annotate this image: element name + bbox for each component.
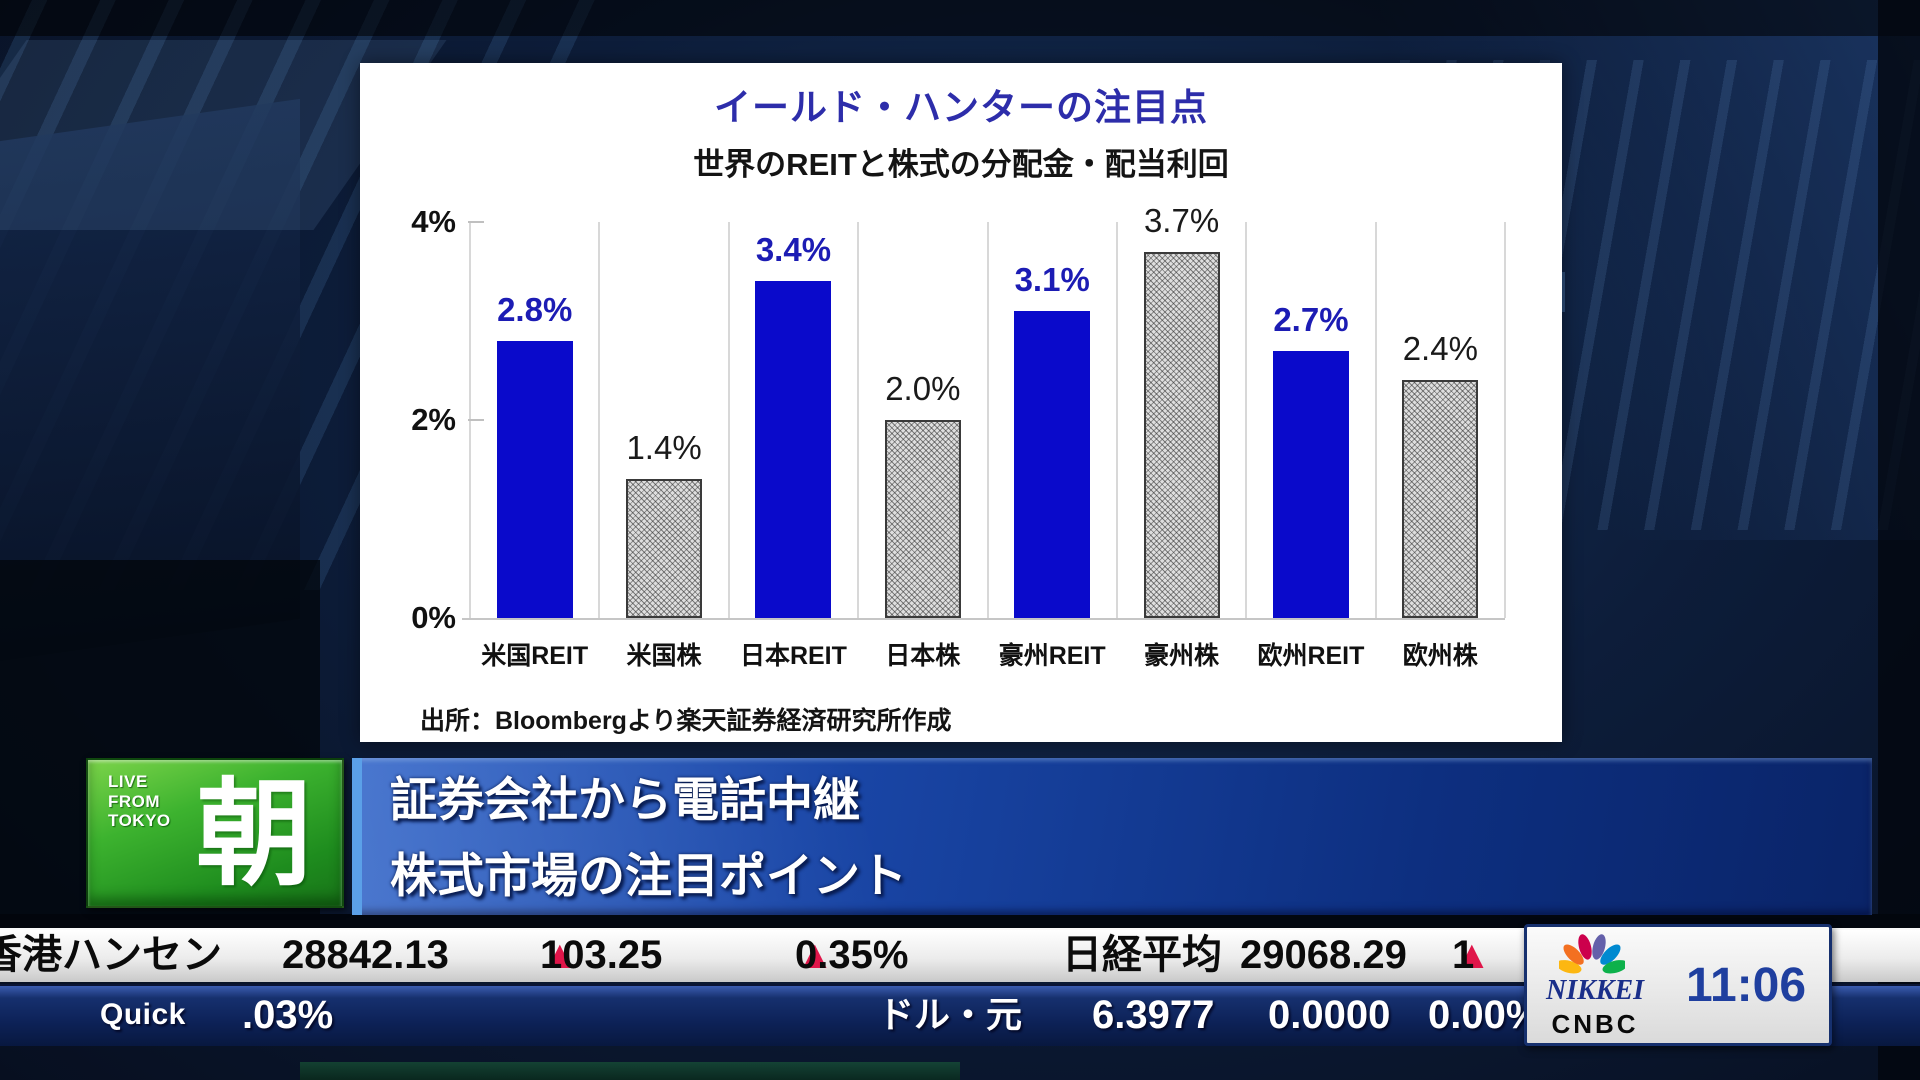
live-word: FROM [108, 791, 161, 811]
bar-value-label: 1.4% [626, 429, 702, 467]
fx-change: 0.0000 [1268, 993, 1391, 1037]
network-name-nikkei: NIKKEI [1545, 975, 1645, 1006]
station-bug: NIKKEI CNBC 11:06 [1524, 924, 1832, 1046]
background-shape [300, 1062, 960, 1080]
bar-value-label: 3.7% [1143, 201, 1220, 239]
chart-panel: イールド・ハンターの注目点 世界のREITと株式の分配金・配当利回 4% 2% … [360, 63, 1562, 742]
category-label: 日本株 [885, 642, 961, 670]
y-tick-mark [468, 221, 484, 223]
change-value: 103.25 [540, 933, 663, 977]
x-axis-line [462, 618, 1505, 620]
chart-title: イールド・ハンターの注目点 [714, 87, 1208, 128]
category-label: 欧州株 [1402, 642, 1478, 670]
bar-value-label: 3.4% [755, 231, 832, 269]
up-arrow-icon: ▲ [540, 933, 580, 977]
network-name-cnbc: CNBC [1551, 1009, 1639, 1039]
category-label: 欧州REIT [1257, 642, 1365, 670]
plot-area: 2.8% 1.4% 3.4% 2.0% 3.1% 3.7% 2.7% 2.4% [462, 202, 1506, 620]
chart-bar [1143, 251, 1220, 618]
y-tick-label: 0% [411, 600, 456, 635]
nbc-peacock-icon [1559, 934, 1625, 974]
index-price-hang-seng: 28842.13 [282, 933, 449, 977]
quick-logo: Quick [100, 998, 186, 1031]
category-separator [1374, 222, 1377, 618]
bar-value-label: 2.0% [885, 370, 961, 407]
fx-price: 6.3977 [1092, 993, 1215, 1037]
category-label: 米国株 [626, 642, 702, 670]
background-shape [0, 98, 300, 662]
category-separator [598, 222, 601, 618]
category-separator [727, 222, 730, 618]
program-kanji: 朝 [196, 769, 312, 899]
banner-sheen [352, 758, 1872, 915]
category-separator [857, 222, 860, 618]
headline-text: 証券会社から電話中継 株式市場の注目ポイント [390, 762, 907, 914]
background-shape [1878, 0, 1920, 1080]
live-word: LIVE [108, 772, 148, 791]
category-label: 日本REIT [739, 642, 847, 670]
bar-value-label: 2.7% [1273, 300, 1349, 338]
chart-bar [496, 340, 573, 618]
quick-value: .03% [242, 993, 334, 1037]
live-from-tokyo-label: LIVE FROM TOKYO [108, 772, 171, 831]
category-separator [986, 222, 989, 618]
category-label: 豪州株 [1144, 642, 1220, 670]
live-word: TOKYO [108, 811, 171, 831]
bar-value-label: 3.1% [1014, 261, 1090, 299]
chart-bar [1272, 350, 1349, 618]
chart-bar [755, 281, 832, 618]
fx-change-pct: 0.00% [1428, 993, 1542, 1037]
banner-accent-bar [352, 758, 362, 915]
index-name-hang-seng: 香港ハンセン [0, 933, 222, 977]
category-separator [1245, 222, 1248, 618]
index-price-nikkei: 29068.29 [1240, 933, 1407, 977]
up-arrow-icon: ▲ [1452, 933, 1492, 977]
chart-bar [884, 420, 961, 618]
chart-subtitle: 世界のREITと株式の分配金・配当利回 [693, 147, 1229, 182]
category-separator [1504, 222, 1506, 618]
live-badge: LIVE FROM TOKYO 朝 [86, 758, 344, 908]
fx-pair-name: ドル・元 [878, 994, 1023, 1035]
clock: 11:06 [1685, 958, 1807, 1012]
y-tick-label: 4% [411, 204, 456, 239]
y-tick-mark [468, 419, 484, 421]
headline-line-1: 証券会社から電話中継 [390, 773, 860, 826]
bar-value-label: 2.8% [497, 290, 573, 328]
headline-banner: 証券会社から電話中継 株式市場の注目ポイント [352, 758, 1872, 915]
y-tick-label: 2% [411, 402, 456, 437]
change-value: 1 [1452, 933, 1475, 977]
category-label: 豪州REIT [998, 642, 1106, 670]
x-axis-labels: 米国REIT 米国株 日本REIT 日本株 豪州REIT 豪州株 欧州REIT 欧州株 [470, 636, 1505, 678]
chart-bar [1402, 380, 1479, 618]
index-name-nikkei: 日経平均 [1062, 933, 1222, 977]
headline-line-2: 株式市場の注目ポイント [390, 849, 907, 902]
chart-bar [1014, 311, 1091, 618]
chart-bar [626, 479, 703, 618]
change-pct-value: 0.35% [795, 933, 909, 977]
category-label: 米国REIT [481, 642, 589, 670]
background-shape [0, 0, 1920, 36]
bar-value-label: 2.4% [1402, 330, 1478, 368]
ticker-row-indices: 香港ハンセン 28842.13 ▲ 103.25 ▲ 0.35% 日経平均 2906… [0, 928, 1920, 982]
category-separator [1115, 222, 1118, 618]
up-arrow-icon: ▲ [795, 933, 835, 977]
source-note: 出所：Bloombergより楽天証券経済研究所作成 [420, 707, 952, 735]
